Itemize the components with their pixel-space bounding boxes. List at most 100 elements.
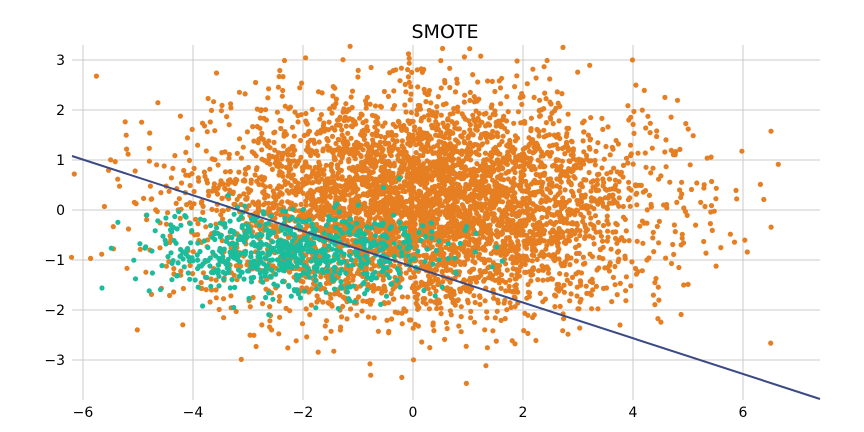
scatter-point	[304, 121, 310, 127]
scatter-point	[147, 130, 153, 136]
scatter-point	[449, 291, 455, 297]
scatter-point	[528, 236, 534, 242]
scatter-point	[447, 234, 453, 240]
scatter-point	[499, 75, 505, 81]
scatter-point	[260, 202, 267, 208]
scatter-point	[402, 81, 408, 88]
scatter-point	[537, 290, 543, 296]
scatter-point	[546, 132, 553, 138]
scatter-point	[613, 220, 619, 227]
scatter-point	[555, 146, 561, 152]
scatter-point	[394, 195, 400, 201]
scatter-point	[184, 202, 190, 208]
scatter-point	[295, 119, 301, 125]
scatter-point	[201, 123, 208, 129]
scatter-point	[331, 147, 337, 153]
scatter-point	[377, 215, 383, 221]
scatter-point	[557, 177, 563, 183]
scatter-point	[604, 171, 610, 177]
scatter-point	[551, 132, 557, 138]
scatter-point	[650, 235, 656, 241]
scatter-point	[283, 164, 289, 171]
scatter-point	[438, 139, 444, 145]
scatter-point	[597, 229, 603, 235]
scatter-point	[605, 124, 611, 130]
scatter-point	[399, 294, 405, 300]
scatter-point	[652, 280, 658, 286]
scatter-point	[439, 161, 445, 167]
scatter-point	[419, 136, 426, 142]
scatter-point	[564, 254, 570, 260]
scatter-point	[402, 208, 408, 214]
scatter-point	[574, 222, 580, 228]
scatter-point	[281, 57, 288, 64]
scatter-point	[356, 209, 362, 215]
scatter-point	[209, 156, 215, 162]
scatter-point	[556, 229, 563, 236]
scatter-point	[516, 202, 522, 208]
scatter-point	[576, 188, 582, 194]
scatter-point	[261, 115, 267, 121]
scatter-point	[68, 254, 75, 260]
scatter-point	[542, 90, 548, 96]
scatter-point	[478, 221, 484, 227]
scatter-point	[170, 165, 176, 171]
scatter-point	[470, 132, 476, 138]
scatter-point	[559, 91, 565, 97]
scatter-point	[543, 96, 549, 102]
scatter-point	[454, 76, 460, 82]
scatter-point	[412, 124, 418, 130]
scatter-point	[139, 119, 145, 125]
scatter-point	[417, 139, 423, 145]
scatter-point	[643, 125, 649, 131]
scatter-point	[587, 137, 593, 143]
scatter-point	[386, 168, 392, 174]
scatter-point	[564, 125, 570, 131]
scatter-point	[557, 234, 564, 241]
scatter-point	[541, 127, 547, 133]
scatter-point	[277, 117, 283, 123]
scatter-point	[298, 186, 304, 192]
scatter-point	[334, 162, 340, 168]
scatter-point	[326, 119, 332, 125]
scatter-point	[319, 176, 325, 182]
scatter-point	[349, 117, 356, 123]
scatter-point	[253, 343, 259, 350]
scatter-point	[713, 196, 719, 202]
scatter-point	[507, 277, 513, 283]
scatter-point	[372, 162, 378, 168]
scatter-point	[438, 85, 444, 91]
scatter-point	[575, 306, 581, 312]
scatter-point	[671, 222, 678, 228]
scatter-point	[285, 173, 291, 179]
scatter-point	[200, 270, 206, 276]
scatter-point	[394, 204, 400, 210]
scatter-point	[621, 238, 627, 244]
scatter-point	[541, 64, 547, 70]
scatter-point	[399, 374, 405, 380]
points	[68, 43, 781, 386]
scatter-point	[590, 287, 596, 293]
scatter-point	[158, 190, 164, 196]
scatter-point	[261, 191, 267, 197]
scatter-point	[727, 231, 734, 237]
scatter-point	[384, 159, 390, 165]
scatter-point	[502, 193, 508, 199]
scatter-point	[644, 257, 650, 263]
scatter-point	[455, 209, 461, 215]
scatter-point	[116, 183, 123, 189]
scatter-point	[405, 74, 411, 80]
scatter-point	[287, 269, 293, 275]
scatter-point	[600, 126, 606, 132]
scatter-point	[503, 213, 509, 219]
scatter-point	[561, 282, 567, 288]
scatter-point	[530, 192, 536, 198]
scatter-point	[573, 236, 579, 242]
scatter-point	[640, 240, 646, 246]
scatter-point	[673, 149, 679, 155]
scatter-point	[520, 178, 526, 184]
scatter-point	[511, 176, 517, 182]
scatter-point	[668, 260, 675, 267]
scatter-point	[418, 162, 424, 168]
scatter-point	[549, 212, 555, 218]
